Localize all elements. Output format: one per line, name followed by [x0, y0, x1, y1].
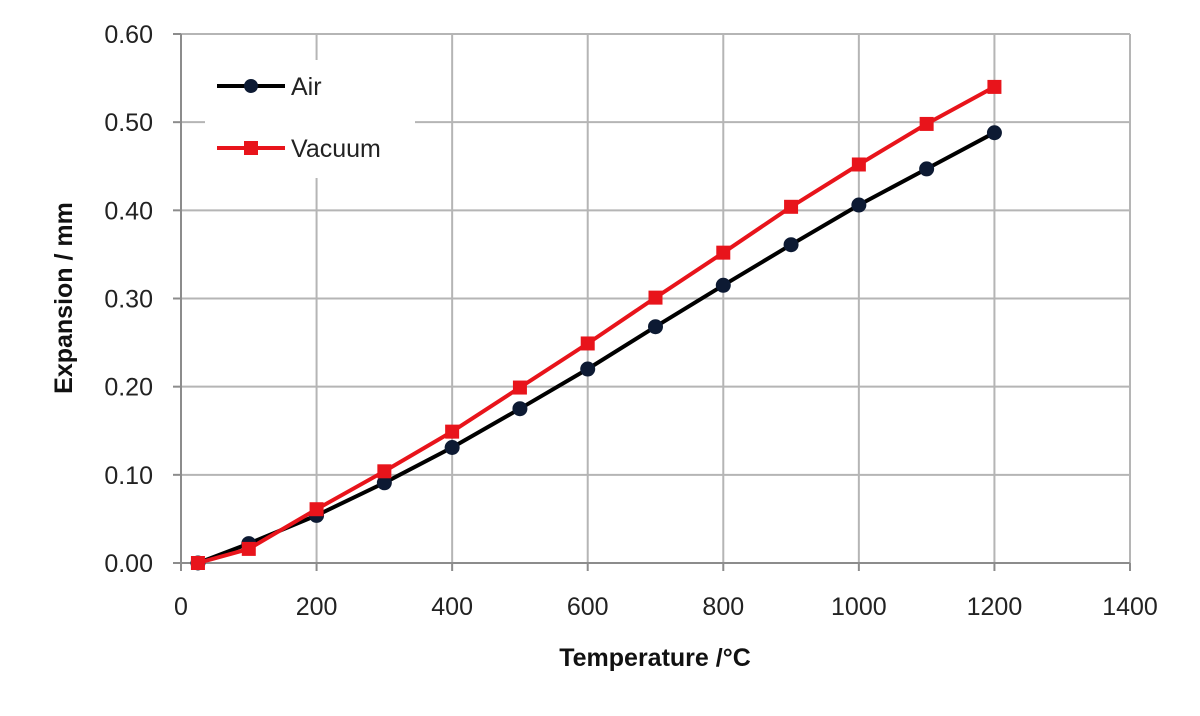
x-tick-label: 600: [567, 593, 609, 621]
legend-item-air: Air: [217, 73, 322, 101]
y-tick-label: 0.40: [104, 197, 153, 225]
legend-marker-air: [244, 79, 258, 93]
x-tick-label: 400: [431, 593, 473, 621]
data-point-vacuum: [987, 79, 1002, 94]
data-point-air: [986, 125, 1002, 141]
axes: [173, 33, 1131, 571]
data-point-vacuum: [445, 424, 460, 439]
legend-label-air: Air: [291, 73, 322, 101]
data-point-air: [512, 401, 528, 417]
x-axis-title: Temperature /°C: [559, 644, 751, 672]
tick-labels: 0.00 0.10 0.20 0.30 0.40 0.50 0.60 0 200 400 600 80…: [104, 21, 1157, 621]
y-tick-label: 0.30: [104, 286, 153, 314]
data-point-vacuum: [377, 464, 392, 479]
data-point-air: [783, 237, 799, 253]
data-point-vacuum: [716, 245, 731, 260]
legend-item-vacuum: Vacuum: [217, 135, 381, 163]
legend-marker-vacuum: [244, 141, 258, 155]
x-tick-label: 1000: [831, 593, 887, 621]
y-tick-label: 0.10: [104, 462, 153, 490]
y-tick-label: 0.20: [104, 374, 153, 402]
y-tick-label: 0.00: [104, 550, 153, 578]
data-point-air: [715, 277, 731, 293]
data-point-air: [851, 197, 867, 213]
data-point-air: [580, 361, 596, 377]
data-point-vacuum: [919, 116, 934, 131]
data-point-vacuum: [580, 336, 595, 351]
x-tick-label: 1200: [967, 593, 1023, 621]
data-point-vacuum: [241, 541, 256, 556]
data-point-air: [648, 319, 663, 335]
x-tick-label: 0: [174, 593, 188, 621]
data-point-vacuum: [512, 380, 527, 395]
data-point-air: [919, 161, 935, 177]
data-point-air: [444, 440, 460, 456]
data-point-vacuum: [851, 157, 866, 172]
data-point-vacuum: [784, 199, 799, 214]
data-series: [190, 79, 1002, 571]
series-vacuum: [190, 79, 1002, 570]
x-tick-label: 200: [296, 593, 338, 621]
legend-label-vacuum: Vacuum: [291, 135, 381, 163]
data-point-vacuum: [648, 290, 663, 305]
y-tick-label: 0.60: [104, 21, 153, 49]
x-tick-label: 800: [702, 593, 744, 621]
y-tick-label: 0.50: [104, 109, 153, 137]
y-axis-title: Expansion / mm: [50, 202, 78, 394]
legend-box: [205, 60, 415, 178]
data-point-vacuum: [309, 502, 324, 517]
x-tick-label: 1400: [1102, 593, 1158, 621]
data-point-vacuum: [190, 556, 205, 570]
legend: Air Vacuum: [205, 60, 415, 178]
